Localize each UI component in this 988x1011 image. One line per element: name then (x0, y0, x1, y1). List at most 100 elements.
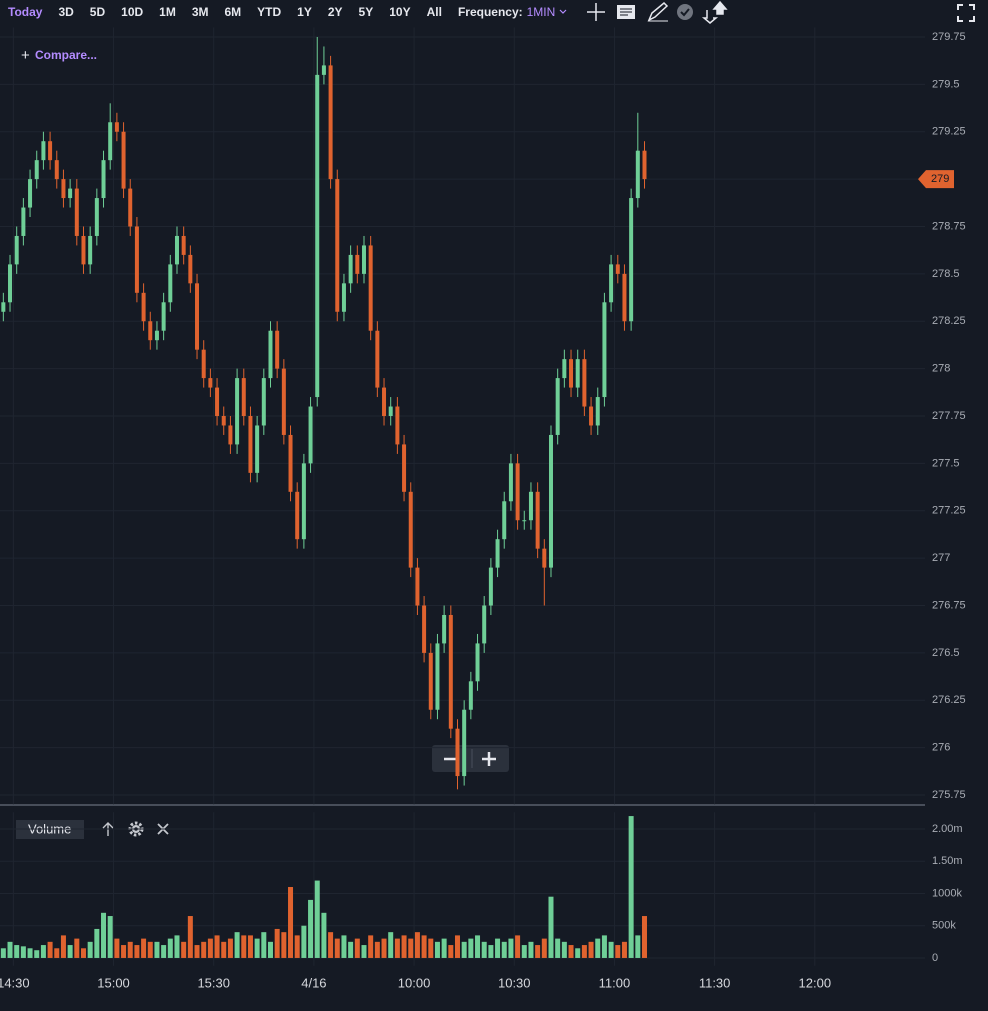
candle-body (455, 728, 460, 777)
candle-body (468, 681, 473, 710)
candle-body (268, 330, 273, 379)
volume-bar (414, 932, 420, 958)
volume-bar (60, 935, 66, 958)
candle-body (114, 122, 119, 132)
candle-body (569, 359, 574, 388)
candle-body (435, 643, 440, 710)
compare-button[interactable]: + Compare... (21, 47, 97, 64)
candle-body (428, 652, 433, 710)
volume-bar (555, 938, 561, 958)
candle-body (188, 254, 193, 284)
volume-bar (434, 941, 440, 958)
range-button[interactable]: 1Y (297, 5, 312, 19)
range-button[interactable]: 10D (121, 5, 144, 19)
range-button[interactable]: YTD (257, 5, 282, 19)
candle-body (582, 359, 587, 407)
range-button[interactable]: 1M (159, 5, 176, 19)
candle-body (201, 349, 206, 379)
news-icon[interactable] (617, 5, 636, 19)
candle-body (148, 321, 153, 341)
candle-body (575, 359, 580, 388)
volume-bar (47, 941, 53, 958)
frequency-select[interactable]: 1MIN (526, 5, 556, 19)
zoom-in[interactable] (482, 752, 496, 766)
candle-body (181, 235, 186, 255)
candle-body (28, 179, 33, 208)
volume-bar (267, 941, 273, 958)
volume-bar (515, 935, 521, 958)
candle-body (128, 188, 133, 227)
check-icon[interactable] (677, 4, 694, 20)
candle-body (48, 141, 53, 161)
volume-bar (74, 938, 80, 958)
candle-body (622, 273, 627, 322)
range-button[interactable]: All (426, 5, 442, 19)
export-icon[interactable] (702, 0, 728, 24)
range-button[interactable]: Today (8, 5, 43, 19)
candle-body (388, 406, 393, 416)
volume-bar (40, 945, 46, 958)
candle-body (295, 491, 300, 540)
volume-bar (174, 935, 180, 958)
candle-body (34, 160, 39, 180)
candle-body (108, 122, 113, 161)
candle-body (134, 226, 139, 293)
candle-body (315, 74, 320, 398)
range-button[interactable]: 3M (191, 5, 209, 19)
range-button[interactable]: 5D (89, 5, 106, 19)
chevron-icon (559, 9, 567, 14)
volume-bar (27, 948, 33, 958)
range-button[interactable]: 3D (58, 5, 74, 19)
volume-bar (635, 935, 641, 958)
range-button[interactable]: 6M (224, 5, 242, 19)
fullscreen-icon[interactable] (956, 3, 976, 23)
volume-bar (254, 938, 260, 958)
candle-body (542, 548, 547, 568)
volume-bar (214, 935, 220, 958)
candle-body (14, 235, 19, 265)
volume-label-box (16, 820, 84, 839)
candle-body (395, 406, 400, 445)
candle-body (68, 188, 73, 199)
candle-body (141, 292, 146, 322)
candle-body (508, 463, 513, 502)
candle-body (382, 387, 387, 416)
y-tick-label: 277 (932, 552, 950, 564)
candle-body (562, 359, 567, 379)
range-button[interactable]: 5Y (358, 5, 374, 19)
volume-bar (394, 938, 400, 958)
y-tick-label: 2.00m (932, 823, 963, 835)
volume-bar (521, 945, 527, 958)
crosshair-icon[interactable] (587, 3, 606, 21)
range-button[interactable]: 2Y (327, 5, 343, 19)
volume-bar (201, 941, 207, 958)
volume-bar (94, 928, 100, 958)
candle-body (341, 283, 346, 312)
draw-icon[interactable] (647, 1, 669, 22)
volume-bar (495, 938, 501, 958)
candle-body (41, 141, 46, 161)
volume-bar (328, 932, 334, 958)
move-up-icon[interactable] (102, 822, 114, 836)
range-button[interactable]: 10Y (389, 5, 411, 19)
x-tick-label: 11:00 (599, 975, 631, 990)
candle-body (375, 330, 380, 388)
volume-bar (147, 941, 153, 958)
volume-bar (181, 941, 187, 958)
volume-bar (321, 912, 327, 958)
candle-body (241, 378, 246, 416)
volume-bar (274, 928, 280, 958)
volume-bar (368, 935, 374, 958)
candle-body (609, 264, 614, 303)
candle-body (1, 302, 6, 312)
volume-bar (475, 935, 481, 958)
x-tick-label: 11:30 (699, 975, 731, 990)
candle-body (261, 378, 266, 426)
candle-body (74, 188, 79, 236)
candle-body (448, 614, 453, 729)
volume-bar (247, 935, 253, 958)
x-tick-label: 10:00 (398, 975, 431, 990)
volume-bar (381, 938, 387, 958)
candle-body (488, 567, 493, 606)
